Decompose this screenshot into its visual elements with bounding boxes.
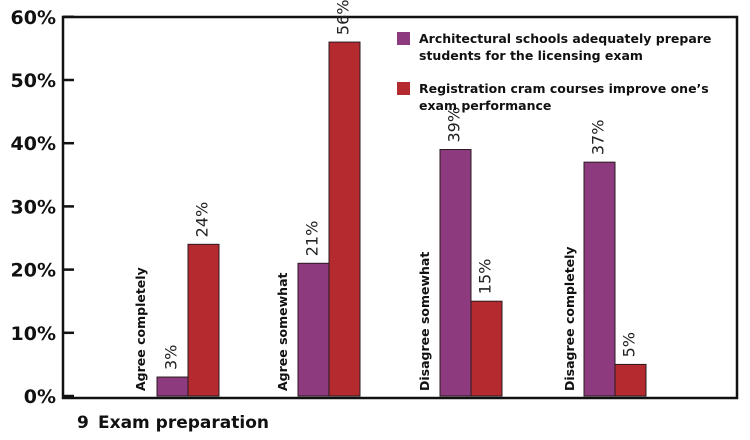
value-label-disagree-somewhat-schools: 39% — [445, 107, 464, 143]
bar-disagree-somewhat-schools — [439, 149, 472, 397]
figure-caption: 9 Exam preparation — [77, 413, 269, 433]
value-label-disagree-somewhat-cram-courses: 15% — [476, 259, 495, 295]
y-tick-label-10pct: 10% — [11, 323, 56, 345]
bar-agree-completely-schools — [156, 376, 189, 397]
bar-agree-somewhat-cram-courses — [328, 41, 361, 397]
y-tick-label-40pct: 40% — [11, 133, 56, 155]
category-label-disagree-completely: Disagree completely — [562, 246, 577, 391]
category-label-disagree-somewhat: Disagree somewhat — [417, 252, 432, 391]
category-labels: Agree completely Agree somewhat Disagree s… — [133, 246, 577, 391]
bar-disagree-completely-schools — [583, 161, 616, 397]
category-label-agree-completely: Agree completely — [133, 267, 148, 391]
legend: Architectural schools adequately prepare… — [397, 31, 711, 113]
bars — [156, 41, 647, 397]
y-tick-label-60pct: 60% — [11, 7, 56, 29]
y-tick-label-30pct: 30% — [11, 196, 56, 218]
caption-number: 9 — [77, 413, 89, 433]
legend-swatch-schools — [397, 32, 410, 45]
bar-disagree-completely-cram-courses — [614, 363, 647, 397]
value-label-disagree-completely-schools: 37% — [589, 120, 608, 156]
value-label-disagree-completely-cram-courses: 5% — [620, 332, 639, 357]
legend-label-schools-line2: students for the licensing exam — [419, 48, 643, 63]
y-tick-label-0pct: 0% — [24, 386, 56, 408]
legend-label-cram-courses-line2: exam performance — [419, 98, 551, 113]
y-tick-label-20pct: 20% — [11, 260, 56, 282]
legend-swatch-cram-courses — [397, 82, 410, 95]
legend-label-schools-line1: Architectural schools adequately prepare — [419, 31, 711, 46]
value-label-agree-somewhat-cram-courses: 56% — [334, 0, 353, 35]
value-label-agree-completely-schools: 3% — [162, 345, 181, 370]
y-axis-ticks: 0% 10% 20% 30% 40% 50% 60% — [11, 7, 74, 408]
bar-disagree-somewhat-cram-courses — [470, 300, 503, 397]
caption-title: Exam preparation — [98, 413, 269, 433]
y-tick-label-50pct: 50% — [11, 70, 56, 92]
value-labels: 3% 24% 21% 56% 39% 15% 37% 5% — [162, 0, 639, 370]
category-label-agree-somewhat: Agree somewhat — [275, 272, 290, 391]
bar-agree-completely-cram-courses — [187, 243, 220, 397]
bar-agree-somewhat-schools — [297, 262, 330, 397]
value-label-agree-completely-cram-courses: 24% — [193, 202, 212, 238]
plot-frame — [61, 15, 739, 400]
value-label-agree-somewhat-schools: 21% — [303, 221, 322, 257]
legend-label-cram-courses-line1: Registration cram courses improve one’s — [419, 81, 709, 96]
